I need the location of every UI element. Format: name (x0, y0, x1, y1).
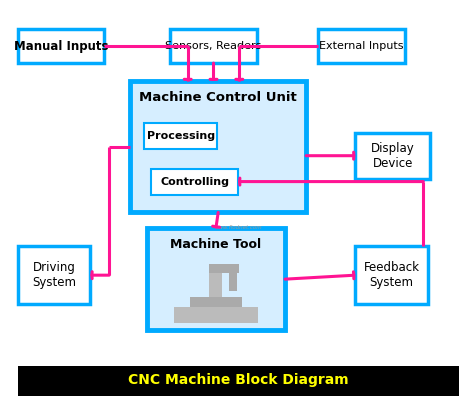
Text: Driving
System: Driving System (32, 261, 76, 289)
FancyBboxPatch shape (356, 133, 430, 178)
FancyBboxPatch shape (18, 366, 458, 396)
Text: Processing: Processing (146, 131, 215, 141)
FancyBboxPatch shape (151, 169, 238, 194)
FancyBboxPatch shape (190, 297, 242, 307)
FancyBboxPatch shape (318, 29, 405, 63)
FancyBboxPatch shape (144, 123, 217, 149)
Text: Feedback
System: Feedback System (364, 261, 419, 289)
Text: External Inputs: External Inputs (319, 41, 403, 51)
Text: Display
Device: Display Device (371, 142, 415, 170)
Text: www.flodnet.com: www.flodnet.com (214, 225, 262, 230)
FancyBboxPatch shape (170, 29, 257, 63)
FancyBboxPatch shape (130, 81, 306, 213)
FancyBboxPatch shape (18, 29, 104, 63)
Text: Machine Tool: Machine Tool (170, 238, 262, 251)
Text: Machine Control Unit: Machine Control Unit (139, 91, 297, 104)
Text: Manual Inputs: Manual Inputs (14, 40, 109, 53)
Text: CNC Machine Block Diagram: CNC Machine Block Diagram (128, 373, 348, 387)
FancyBboxPatch shape (209, 269, 222, 297)
Text: Sensors, Readers: Sensors, Readers (165, 41, 262, 51)
FancyBboxPatch shape (229, 273, 237, 291)
FancyBboxPatch shape (209, 264, 239, 273)
FancyBboxPatch shape (18, 246, 91, 304)
FancyBboxPatch shape (173, 307, 258, 323)
FancyBboxPatch shape (356, 246, 428, 304)
Text: Controlling: Controlling (160, 176, 229, 186)
FancyBboxPatch shape (146, 229, 285, 330)
